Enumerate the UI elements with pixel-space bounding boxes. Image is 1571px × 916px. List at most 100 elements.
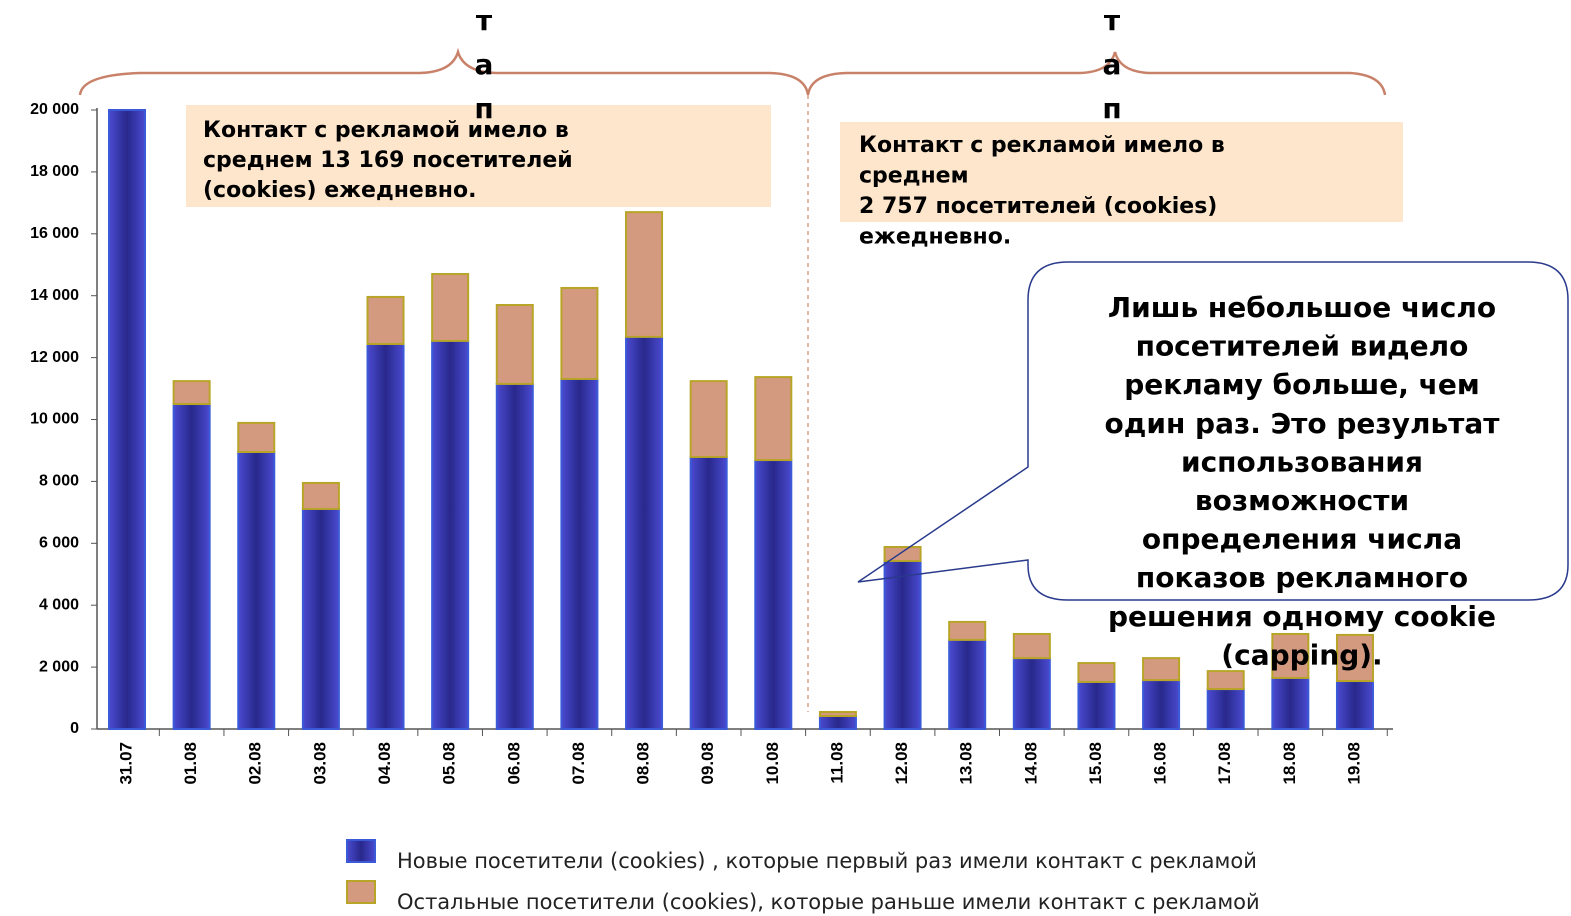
bar-segment xyxy=(1335,633,1374,683)
stage-label: а xyxy=(1103,48,1122,81)
stage-label: т xyxy=(1104,4,1121,37)
y-tick-label: 2 000 xyxy=(39,658,79,675)
bar-segment xyxy=(818,715,857,730)
bar-segment xyxy=(237,421,276,453)
x-tick-label: 16.08 xyxy=(1151,742,1170,785)
bar-segment xyxy=(431,273,470,342)
bar-segment xyxy=(1271,632,1310,679)
x-tick-label: 13.08 xyxy=(957,742,976,785)
callout-text: решения одному cookie xyxy=(1108,600,1496,633)
y-tick-label: 12 000 xyxy=(30,349,79,366)
callout-text: (capping). xyxy=(1221,638,1382,671)
note-text: Контакт с рекламой имело в xyxy=(203,118,569,143)
bar-segment xyxy=(1335,680,1374,731)
note-text: ежедневно. xyxy=(859,225,1011,250)
y-tick-label: 20 000 xyxy=(30,101,79,118)
bar-segment xyxy=(1206,670,1245,691)
note-text: среднем xyxy=(859,164,969,189)
x-tick-label: 01.08 xyxy=(181,742,200,785)
y-tick-label: 6 000 xyxy=(39,535,79,552)
bar-segment xyxy=(883,559,922,731)
legend-swatch xyxy=(346,839,376,863)
x-tick-label: 31.07 xyxy=(116,742,135,785)
x-tick-label: 14.08 xyxy=(1021,742,1040,785)
x-tick-label: 12.08 xyxy=(892,742,911,785)
y-tick-label: 0 xyxy=(70,720,79,737)
callout-bubble xyxy=(857,261,1569,601)
bar-segment xyxy=(560,377,599,730)
callout-text: показов рекламного xyxy=(1136,561,1468,594)
bar-segment xyxy=(689,380,728,458)
y-tick-label: 8 000 xyxy=(39,473,79,490)
bar-segment xyxy=(366,342,405,730)
x-tick-label: 15.08 xyxy=(1086,742,1105,785)
note-text: Контакт с рекламой имело в xyxy=(859,133,1225,158)
callout-text: возможности xyxy=(1195,484,1409,517)
callout-text: Лишь небольшое число xyxy=(1108,291,1496,324)
y-tick-label: 10 000 xyxy=(30,411,79,428)
x-tick-label: 03.08 xyxy=(310,742,329,785)
bar-segment xyxy=(172,380,211,406)
bar-segment xyxy=(366,295,405,345)
note-box xyxy=(186,105,771,207)
bar-segment xyxy=(1077,680,1116,730)
x-tick-label: 08.08 xyxy=(634,742,653,785)
x-tick-label: 19.08 xyxy=(1344,742,1363,785)
y-tick-label: 14 000 xyxy=(30,287,79,304)
x-tick-label: 11.08 xyxy=(827,742,846,784)
bar-segment xyxy=(237,450,276,730)
bar-segment xyxy=(818,710,857,718)
bar-segment xyxy=(1012,632,1051,660)
bar-segment xyxy=(883,546,922,562)
x-tick-label: 10.08 xyxy=(763,742,782,785)
bar-segment xyxy=(495,303,534,385)
legend-label: Остальные посетители (cookies), которые … xyxy=(397,890,1260,914)
stage-label: а xyxy=(475,48,494,81)
note-box xyxy=(840,122,1403,222)
bar-segment xyxy=(1142,679,1181,730)
bar-segment xyxy=(754,376,793,462)
callout-text: определения числа xyxy=(1142,523,1462,556)
x-tick-label: 07.08 xyxy=(569,742,588,785)
bar-segment xyxy=(301,481,340,510)
note-text: 2 757 посетителей (cookies) xyxy=(859,194,1217,219)
legend-swatch xyxy=(346,880,376,904)
y-tick-label: 18 000 xyxy=(30,163,79,180)
y-tick-label: 4 000 xyxy=(39,596,79,613)
bar-segment xyxy=(431,339,470,730)
stage-label: т xyxy=(476,4,493,37)
callout-text: рекламу больше, чем xyxy=(1124,368,1480,401)
x-tick-label: 17.08 xyxy=(1215,742,1234,785)
callout-text: использования xyxy=(1181,445,1423,478)
x-tick-label: 09.08 xyxy=(698,742,717,785)
x-tick-label: 05.08 xyxy=(440,742,459,785)
bar-segment xyxy=(560,286,599,380)
bar-segment xyxy=(301,507,340,730)
x-tick-label: 02.08 xyxy=(246,742,265,785)
note-text: среднем 13 169 посетителей xyxy=(203,148,573,173)
bar-segment xyxy=(625,335,664,730)
bar-segment xyxy=(754,459,793,730)
callout-text: посетителей видело xyxy=(1136,330,1469,363)
bar-segment xyxy=(1271,676,1310,730)
x-tick-label: 06.08 xyxy=(504,742,523,785)
callout-text: один раз. Это результат xyxy=(1104,407,1500,440)
bar-segment xyxy=(495,382,534,730)
bar-segment xyxy=(1206,688,1245,731)
bar-segment xyxy=(1142,657,1181,682)
x-tick-label: 18.08 xyxy=(1280,742,1299,785)
bar-segment xyxy=(625,211,664,338)
note-text: (cookies) ежедневно. xyxy=(203,178,476,203)
brace xyxy=(78,47,1387,96)
x-tick-label: 04.08 xyxy=(375,742,394,785)
bar-segment xyxy=(1077,662,1116,683)
stage-label: п xyxy=(474,92,493,125)
stage-label: п xyxy=(1102,92,1121,125)
bar-segment xyxy=(1012,657,1051,731)
bar-segment xyxy=(689,455,728,730)
bar-segment xyxy=(172,403,211,730)
bar-segment xyxy=(108,109,146,730)
bar-segment xyxy=(948,638,987,731)
y-tick-label: 16 000 xyxy=(30,225,79,242)
